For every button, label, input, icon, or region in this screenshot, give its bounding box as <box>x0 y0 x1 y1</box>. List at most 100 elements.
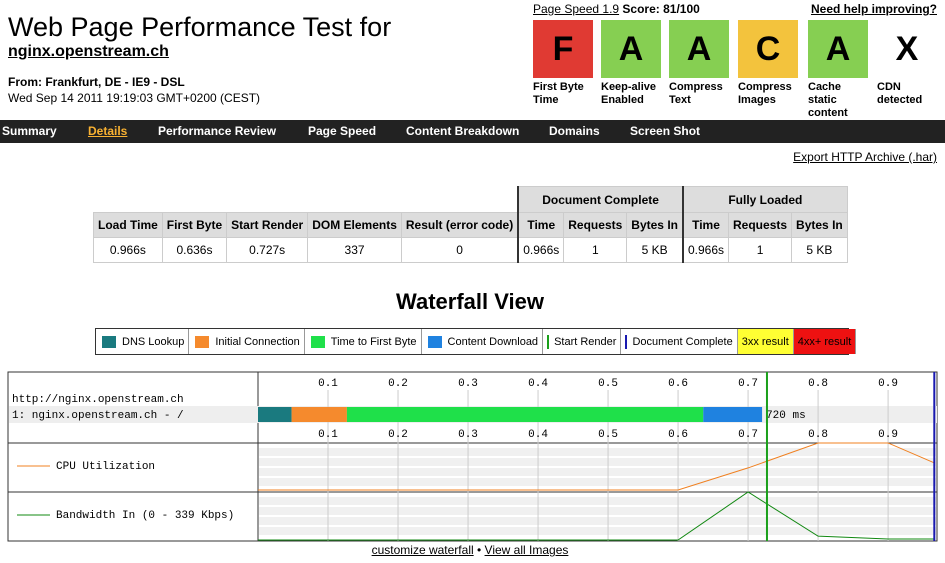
cell: 5 KB <box>626 237 684 263</box>
grade-box: C <box>738 20 798 78</box>
legend-item: Initial Connection <box>189 329 305 354</box>
nav-bar: Summary Details Performance Review Page Spe… <box>0 120 945 143</box>
tick-label: 0.5 <box>598 378 618 390</box>
site-link[interactable]: nginx.openstream.ch <box>8 43 169 60</box>
stripe <box>259 448 936 456</box>
swatch <box>195 335 210 348</box>
title: Web Page Performance Test for <box>8 12 392 42</box>
legend-item: 3xx result <box>737 329 794 354</box>
tick-label: 0.7 <box>738 429 758 441</box>
help-link[interactable]: Need help improving? <box>810 2 937 16</box>
col-header: Bytes In <box>791 212 848 238</box>
nav-item[interactable]: Details <box>88 124 128 138</box>
swatch <box>427 335 442 348</box>
date: Wed Sep 14 2011 19:19:03 GMT+0200 (CEST) <box>8 91 261 105</box>
grade-label: Keep-alive Enabled <box>601 81 657 106</box>
graph-line <box>258 491 935 541</box>
tick-label: 0.9 <box>878 378 898 390</box>
segment <box>346 407 704 422</box>
stripe <box>259 478 936 486</box>
cell: 0.966s <box>517 237 565 263</box>
grade-box: A <box>669 20 729 78</box>
stripe <box>259 497 936 505</box>
cell: 1 <box>728 237 793 263</box>
legend-item: Time to First Byte <box>305 329 422 354</box>
legend-label: Time to First Byte <box>330 335 417 348</box>
customize-link[interactable]: customize waterfall <box>371 543 474 557</box>
graph-label: Bandwidth In (0 - 339 Kbps) <box>56 510 234 522</box>
cell: 0.966s <box>93 237 163 263</box>
swatch <box>547 334 550 349</box>
group-header: Fully Loaded <box>681 186 848 213</box>
col-header: Start Render <box>226 212 309 238</box>
legend: DNS Lookup Initial Connection Time to Firs… <box>95 328 857 355</box>
results-table: Document Complete Fully Loaded Load Time Fi… <box>93 186 848 263</box>
nav-item[interactable]: Domains <box>549 124 600 138</box>
tick-label: 0.8 <box>808 429 828 441</box>
legend-item: Document Complete <box>621 329 738 354</box>
nav-item[interactable]: Summary <box>2 124 57 138</box>
tick-label: 0.4 <box>528 429 548 441</box>
cell: 0.727s <box>226 237 309 263</box>
grade-box: X <box>877 20 937 78</box>
grade-box: F <box>533 20 593 78</box>
swatch <box>625 334 628 349</box>
tick-label: 0.4 <box>528 378 548 390</box>
url: http://nginx.openstream.ch <box>12 394 184 406</box>
group-header: Document Complete <box>517 186 684 213</box>
col-header: Load Time <box>93 212 163 238</box>
grade-box: A <box>601 20 661 78</box>
stripe <box>259 507 936 515</box>
cell: 1 <box>563 237 628 263</box>
images-link[interactable]: View all Images <box>484 543 569 557</box>
legend-label: Document Complete <box>632 335 733 348</box>
tick-label: 0.5 <box>598 429 618 441</box>
tick-label: 0.6 <box>668 378 688 390</box>
col-header: Time <box>681 212 730 238</box>
nav-item[interactable]: Page Speed <box>308 124 377 138</box>
tick-label: 0.1 <box>318 429 338 441</box>
cell: 5 KB <box>791 237 848 263</box>
frame <box>7 371 938 542</box>
nav-item[interactable]: Content Breakdown <box>406 124 520 138</box>
tick-label: 0.3 <box>458 429 478 441</box>
grade-box: A <box>808 20 868 78</box>
tick-label: 0.7 <box>738 378 758 390</box>
export-link[interactable]: Export HTTP Archive (.har) <box>793 150 937 164</box>
stripe <box>259 458 936 466</box>
stripe <box>259 517 936 525</box>
segment <box>258 407 292 422</box>
grade-label: Compress Text <box>669 81 723 106</box>
grade-label: First Byte Time <box>533 81 584 106</box>
tick-label: 0.2 <box>388 429 408 441</box>
tick-label: 0.1 <box>318 378 338 390</box>
stripe <box>259 527 936 535</box>
legend-label: 3xx result <box>741 335 789 348</box>
grade-label: Cache static content <box>808 81 848 119</box>
col-header: Requests <box>563 212 628 238</box>
nav-item[interactable]: Screen Shot <box>630 124 701 138</box>
legend-label: Start Render <box>554 335 617 348</box>
legend-item: DNS Lookup <box>96 329 190 354</box>
segment <box>291 407 347 422</box>
nav-item[interactable]: Performance Review <box>158 124 277 138</box>
col-header: First Byte <box>161 212 228 238</box>
legend-label: Initial Connection <box>215 335 300 348</box>
legend-item: 4xx+ result <box>793 329 857 354</box>
legend-item: Content Download <box>422 329 544 354</box>
tick-label: 0.9 <box>878 429 898 441</box>
col-header: Time <box>517 212 565 238</box>
swatch <box>310 335 325 348</box>
grade-label: CDN detected <box>877 81 923 106</box>
pagespeed-link[interactable]: Page Speed 1.9 <box>533 2 620 16</box>
tick-label: 0.3 <box>458 378 478 390</box>
segment <box>703 407 763 422</box>
col-header: Requests <box>728 212 793 238</box>
legend-label: 4xx+ result <box>797 335 852 348</box>
graph-line <box>258 442 936 491</box>
pagespeed: Page Speed 1.9 Score: 81/100 <box>533 2 700 16</box>
tick-label: 0.8 <box>808 378 828 390</box>
cell: 0.636s <box>161 237 228 263</box>
tick-label: 0.6 <box>668 429 688 441</box>
